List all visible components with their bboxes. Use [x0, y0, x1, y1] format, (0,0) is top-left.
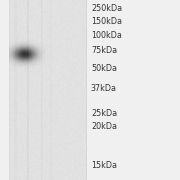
Bar	[9, 0, 86, 180]
Text: 100kDa: 100kDa	[91, 31, 122, 40]
Text: 20kDa: 20kDa	[91, 122, 117, 131]
Text: 150kDa: 150kDa	[91, 17, 122, 26]
Text: 15kDa: 15kDa	[91, 161, 117, 170]
Text: 37kDa: 37kDa	[91, 84, 117, 93]
Text: 25kDa: 25kDa	[91, 109, 117, 118]
Text: 250kDa: 250kDa	[91, 4, 122, 13]
Text: 50kDa: 50kDa	[91, 64, 117, 73]
Text: 75kDa: 75kDa	[91, 46, 117, 55]
